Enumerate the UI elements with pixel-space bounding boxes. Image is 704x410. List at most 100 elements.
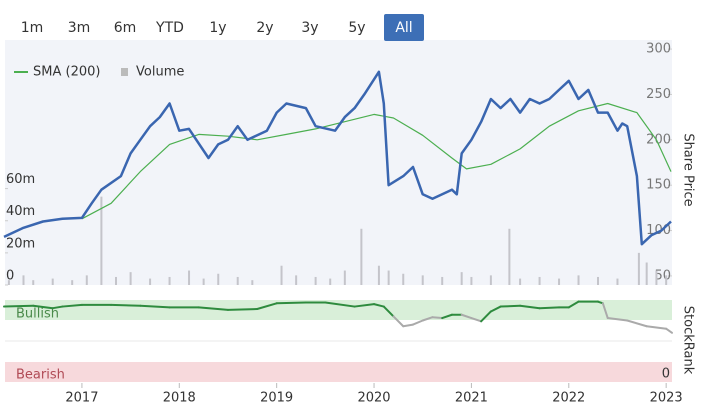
volume-bar xyxy=(360,228,363,285)
volume-bar xyxy=(645,262,648,285)
rank-segment xyxy=(538,306,561,310)
volume-bar xyxy=(387,270,390,285)
volume-bar xyxy=(616,278,619,285)
rank-segment xyxy=(489,305,502,313)
rank-segment xyxy=(256,302,278,311)
volume-bar xyxy=(115,276,118,285)
rank-segment xyxy=(32,304,54,310)
y-tick-label: 250 xyxy=(646,87,671,102)
volume-bar xyxy=(655,270,658,285)
y2-tick-label: 60m xyxy=(6,172,35,187)
rank-segment xyxy=(61,303,83,308)
rank-segment xyxy=(411,319,424,326)
x-tick-label: 2022 xyxy=(552,391,585,406)
rank-segment xyxy=(139,304,171,309)
x-tick-label: 2023 xyxy=(650,391,683,406)
button-label[interactable]: 2y xyxy=(256,20,273,36)
rank-tick-label: 0 xyxy=(662,367,670,382)
range-button[interactable]: 6m xyxy=(107,14,143,41)
rank-segment xyxy=(519,304,541,310)
volume-bar xyxy=(251,280,254,285)
y-tick-label: 300 xyxy=(646,42,671,57)
bearish-label: Bearish xyxy=(16,368,65,383)
rank-segment xyxy=(382,305,395,318)
volume-bar xyxy=(32,280,35,285)
volume-bar xyxy=(441,276,444,285)
button-label[interactable]: All xyxy=(395,20,412,36)
volume-bar xyxy=(202,278,205,285)
rank-axis-title: StockRank xyxy=(681,306,696,375)
legend-volume: Volume xyxy=(136,65,184,80)
volume-bar xyxy=(129,272,132,285)
volume-bar xyxy=(596,276,599,285)
button-label[interactable]: 1y xyxy=(209,20,226,36)
y2-tick-label: 40m xyxy=(6,204,35,219)
volume-bar xyxy=(314,276,317,285)
button-label[interactable]: 5y xyxy=(348,20,365,36)
rank-segment xyxy=(51,305,64,310)
y-tick-label: 150 xyxy=(646,178,671,193)
volume-bar xyxy=(343,270,346,285)
volume-bar xyxy=(329,278,332,285)
bearish-band xyxy=(5,362,672,382)
x-tick-label: 2017 xyxy=(65,391,98,406)
rank-segment xyxy=(499,304,522,308)
bullish-band xyxy=(5,300,672,320)
volume-bar xyxy=(149,278,152,285)
volume-bar xyxy=(236,276,239,285)
volume-bar xyxy=(519,278,522,285)
volume-bar xyxy=(85,275,88,285)
range-button[interactable]: YTD xyxy=(150,14,190,41)
volume-bar xyxy=(377,265,380,285)
volume-bar xyxy=(489,275,492,285)
volume-bar xyxy=(71,280,74,285)
range-button[interactable]: 5y xyxy=(339,14,375,41)
x-tick-label: 2018 xyxy=(163,391,196,406)
x-tick-label: 2020 xyxy=(357,391,390,406)
range-button[interactable]: 1y xyxy=(200,14,236,41)
sma-line xyxy=(81,102,672,220)
plot-background xyxy=(5,40,672,285)
volume-bar xyxy=(295,275,298,285)
button-label[interactable]: YTD xyxy=(155,20,184,36)
rank-segment xyxy=(480,310,492,323)
volume-bar xyxy=(280,265,283,285)
rank-segment xyxy=(431,316,444,320)
rank-segment xyxy=(402,323,414,328)
x-tick-label: 2021 xyxy=(455,391,488,406)
button-label[interactable]: 3y xyxy=(301,20,318,36)
y-tick-label: 200 xyxy=(646,132,671,147)
button-label[interactable]: 6m xyxy=(114,20,137,36)
button-label[interactable]: 3m xyxy=(68,20,91,36)
rank-segment xyxy=(441,313,453,320)
range-button[interactable]: 2y xyxy=(247,14,283,41)
rank-segment xyxy=(353,303,376,308)
volume-bar xyxy=(168,276,171,285)
volume-bar xyxy=(508,228,511,285)
volume-bar xyxy=(402,273,405,285)
y2-tick-label: 0 xyxy=(6,269,14,284)
rank-segment xyxy=(601,302,609,320)
rank-segment xyxy=(226,308,259,311)
range-button[interactable]: 3y xyxy=(292,14,328,41)
x-tick-label: 2019 xyxy=(260,391,293,406)
rank-segment xyxy=(470,317,483,323)
range-button[interactable]: 1m xyxy=(14,14,50,41)
rank-segment xyxy=(460,313,473,320)
volume-bar xyxy=(577,275,580,285)
range-button[interactable]: All xyxy=(384,14,424,41)
rank-segment xyxy=(373,303,385,308)
volume-bar xyxy=(51,278,54,285)
range-button[interactable]: 3m xyxy=(61,14,97,41)
legend-sma: SMA (200) xyxy=(33,65,100,80)
rank-segment xyxy=(421,316,434,322)
rank-segment xyxy=(197,306,229,311)
button-bg[interactable] xyxy=(384,14,424,41)
y-axis-title: Share Price xyxy=(681,133,696,206)
volume-bar xyxy=(7,280,10,285)
volume-bar xyxy=(470,276,473,285)
rank-segment xyxy=(392,315,405,328)
rank-segment xyxy=(3,304,35,308)
button-label[interactable]: 1m xyxy=(21,20,44,36)
